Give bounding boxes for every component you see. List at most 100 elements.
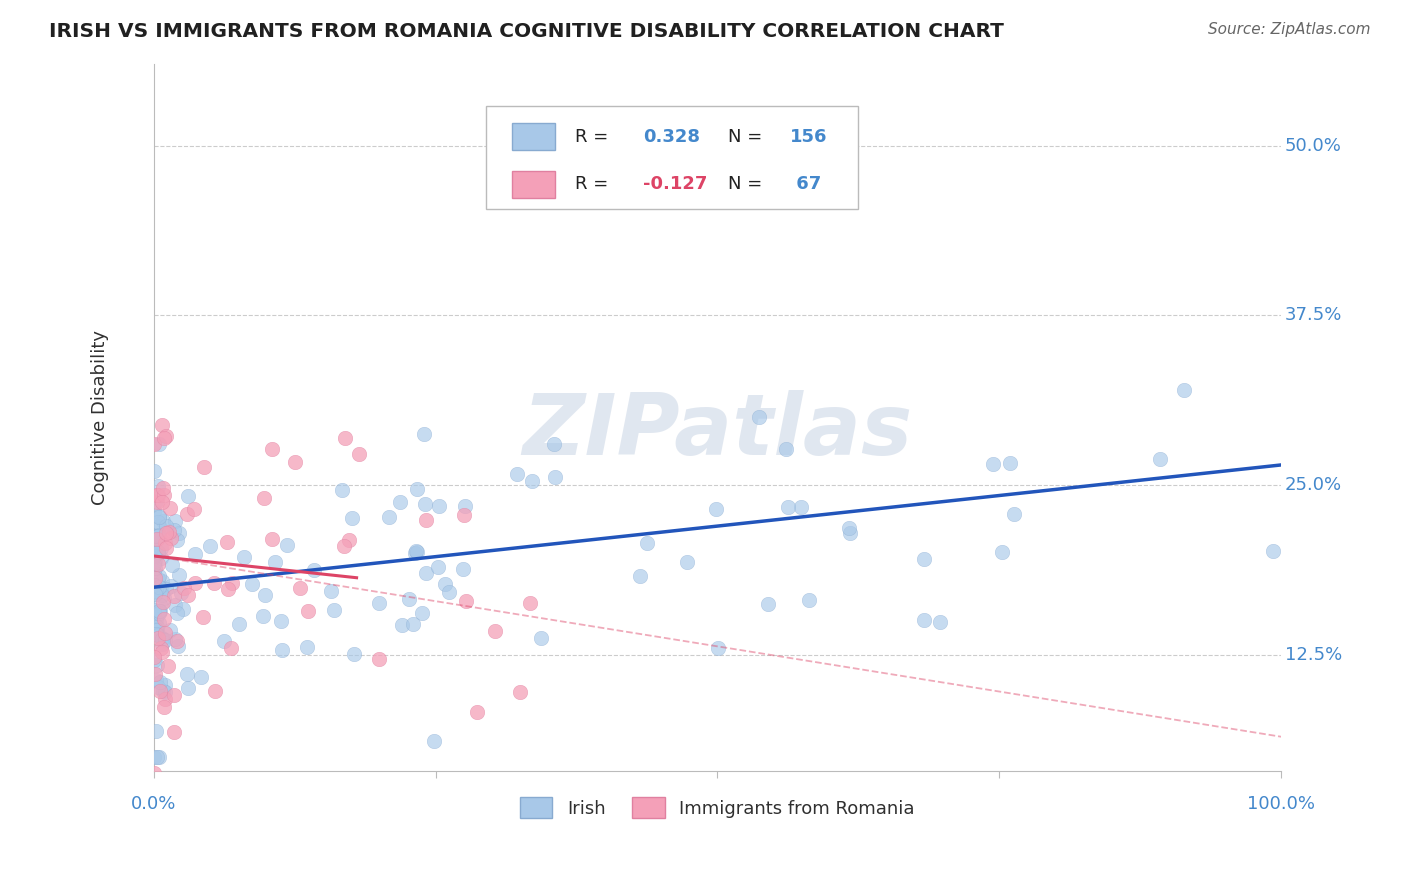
Point xyxy=(163,523,186,537)
Point xyxy=(145,750,167,764)
Text: R =: R = xyxy=(575,176,614,194)
Point xyxy=(163,725,186,739)
Point xyxy=(145,657,167,672)
Point xyxy=(146,680,169,694)
Point xyxy=(163,590,186,604)
Point xyxy=(176,508,198,522)
Point xyxy=(159,531,181,545)
Point xyxy=(990,545,1012,559)
Point xyxy=(173,581,195,595)
Point xyxy=(146,620,169,634)
Point xyxy=(519,596,541,610)
Point xyxy=(150,541,173,556)
Point xyxy=(391,617,413,632)
Point xyxy=(145,583,167,598)
Point xyxy=(143,653,166,667)
Point xyxy=(333,431,356,445)
Point xyxy=(160,579,183,593)
Point xyxy=(405,544,427,558)
Point xyxy=(221,576,243,591)
Point xyxy=(152,514,174,528)
Point xyxy=(748,410,770,425)
Point xyxy=(143,543,166,558)
Point xyxy=(451,562,474,576)
Point xyxy=(153,612,176,626)
Point xyxy=(142,650,165,665)
Point xyxy=(981,457,1004,471)
Point xyxy=(402,616,425,631)
Point xyxy=(377,510,399,524)
Point xyxy=(254,588,277,602)
Text: Cognitive Disability: Cognitive Disability xyxy=(90,330,108,505)
Point xyxy=(838,521,860,535)
Point xyxy=(506,467,529,481)
Point xyxy=(143,554,166,568)
Point xyxy=(150,551,173,566)
Point xyxy=(522,475,544,489)
Text: R =: R = xyxy=(575,128,614,145)
Point xyxy=(166,606,188,620)
Point xyxy=(150,631,173,645)
Point xyxy=(148,509,170,524)
Point xyxy=(775,442,797,456)
Point xyxy=(148,675,170,690)
Point xyxy=(1002,508,1025,522)
Point xyxy=(143,623,166,637)
Point xyxy=(177,489,200,503)
Point xyxy=(145,673,167,688)
Point xyxy=(162,688,184,702)
Text: Source: ZipAtlas.com: Source: ZipAtlas.com xyxy=(1208,22,1371,37)
Point xyxy=(142,558,165,572)
Point xyxy=(204,684,226,698)
Point xyxy=(152,481,174,495)
Point xyxy=(153,692,176,706)
Point xyxy=(167,526,190,541)
Point xyxy=(167,640,190,654)
Point xyxy=(415,513,437,527)
Point xyxy=(155,525,177,540)
Point xyxy=(146,628,169,642)
Point xyxy=(153,591,176,605)
Point xyxy=(155,519,177,533)
Point xyxy=(142,603,165,617)
Point xyxy=(163,632,186,646)
Point xyxy=(148,572,170,586)
Point xyxy=(333,539,356,553)
Point xyxy=(1000,456,1022,470)
Text: 37.5%: 37.5% xyxy=(1285,307,1341,325)
Point xyxy=(704,501,727,516)
Point xyxy=(143,750,166,764)
Point xyxy=(319,583,342,598)
FancyBboxPatch shape xyxy=(486,106,858,209)
Point xyxy=(406,482,429,496)
Point xyxy=(146,544,169,558)
Point xyxy=(183,502,205,516)
Point xyxy=(150,640,173,655)
Point xyxy=(544,470,567,484)
Point xyxy=(142,539,165,553)
Point xyxy=(1261,543,1284,558)
Point xyxy=(217,582,239,596)
Point xyxy=(152,632,174,646)
Point xyxy=(148,750,170,764)
Point xyxy=(453,500,475,514)
Point xyxy=(340,511,363,525)
Point xyxy=(297,640,319,655)
Legend: Irish, Immigrants from Romania: Irish, Immigrants from Romania xyxy=(513,790,922,825)
Point xyxy=(146,624,169,638)
Point xyxy=(143,561,166,575)
Point xyxy=(404,545,426,559)
Point xyxy=(398,591,420,606)
Point xyxy=(148,606,170,620)
Point xyxy=(142,566,165,580)
Point xyxy=(263,555,285,569)
Point xyxy=(929,615,952,629)
Point xyxy=(212,634,235,648)
Point xyxy=(163,515,186,529)
Text: -0.127: -0.127 xyxy=(643,176,707,194)
Point xyxy=(153,626,176,640)
Point xyxy=(184,547,207,561)
Point xyxy=(433,576,456,591)
Point xyxy=(302,562,325,576)
Point xyxy=(240,576,263,591)
